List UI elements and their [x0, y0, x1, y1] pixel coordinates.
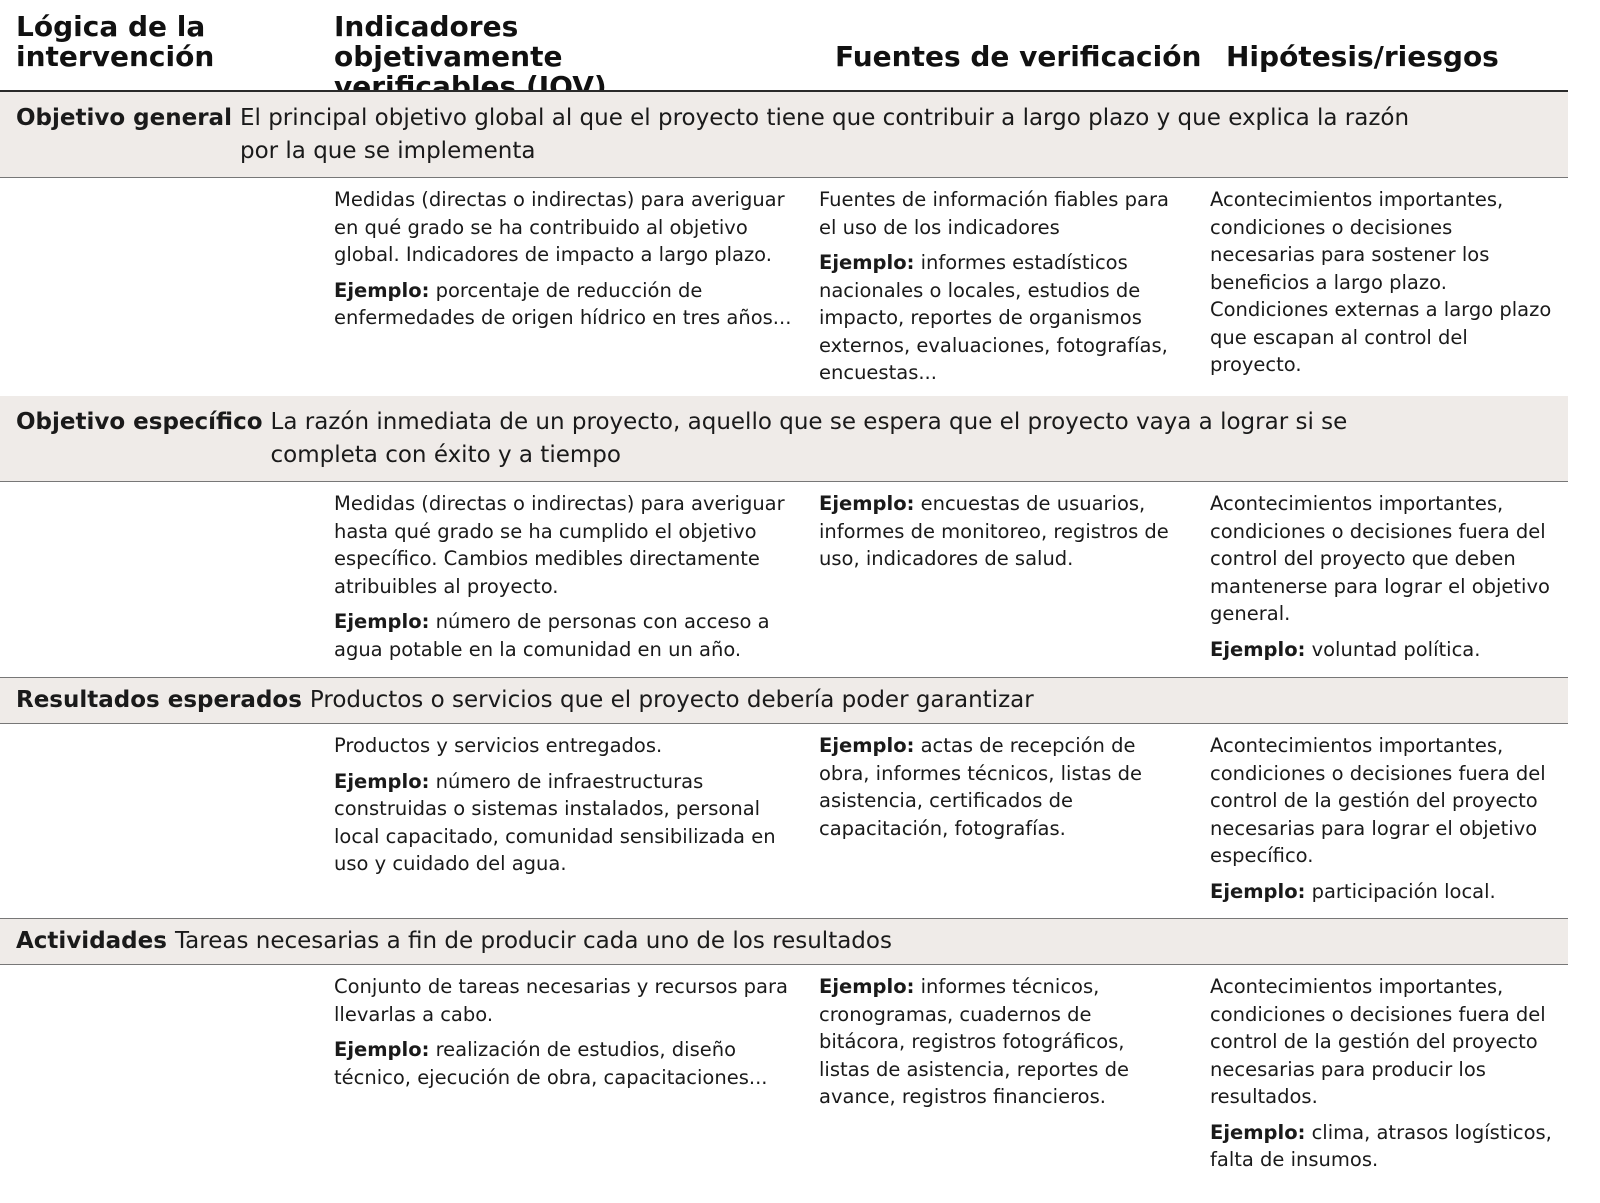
example-label: Ejemplo:	[819, 492, 915, 515]
section-title: Actividades	[16, 928, 167, 954]
section-row: Objetivo general El principal objetivo gl…	[0, 92, 1568, 396]
section-band: Resultados esperados Productos o servicio…	[0, 677, 1568, 724]
description-paragraph: Productos y servicios entregados.	[334, 732, 794, 760]
section-row: Actividades Tareas necesarias a fin de pr…	[0, 918, 1568, 1203]
paragraph-text: Acontecimientos importantes, condiciones…	[1210, 975, 1546, 1108]
iov-cell: Conjunto de tareas necesarias y recursos…	[334, 973, 794, 1099]
paragraph-text: participación local.	[1305, 879, 1496, 903]
sources-cell: Ejemplo: actas de recepción de obra, inf…	[819, 732, 1179, 850]
example-paragraph: Ejemplo: informes técnicos, cronogramas,…	[819, 973, 1179, 1111]
header-iov: Indicadores objetivamente verificables (…	[334, 10, 607, 103]
example-paragraph: Ejemplo: porcentaje de reducción de enfe…	[334, 277, 794, 332]
example-paragraph: Ejemplo: realización de estudios, diseño…	[334, 1036, 794, 1091]
paragraph-text: Productos y servicios entregados.	[334, 734, 663, 757]
iov-cell: Productos y servicios entregados. Ejemplo…	[334, 732, 794, 886]
description-paragraph: Acontecimientos importantes, condiciones…	[1210, 732, 1560, 870]
description-paragraph: Fuentes de información fiables para el u…	[819, 186, 1179, 241]
example-paragraph: Ejemplo: informes estadísticos nacionale…	[819, 249, 1179, 387]
header-rule	[0, 90, 1568, 92]
example-label: Ejemplo:	[334, 1038, 430, 1061]
iov-cell: Medidas (directas o indirectas) para ave…	[334, 186, 794, 340]
example-label: Ejemplo:	[1210, 1120, 1306, 1144]
description-paragraph: Acontecimientos importantes, condiciones…	[1210, 490, 1560, 628]
example-paragraph: Ejemplo: participación local.	[1210, 878, 1560, 906]
paragraph-text: número de infraestructuras construidas o…	[334, 769, 776, 876]
header-sources: Fuentes de verificación	[835, 40, 1202, 73]
paragraph-text: realización de estudios, diseño técnico,…	[334, 1038, 768, 1089]
section-title: Objetivo general	[16, 105, 232, 131]
example-paragraph: Ejemplo: actas de recepción de obra, inf…	[819, 732, 1179, 842]
section-content: Medidas (directas o indirectas) para ave…	[0, 178, 1568, 396]
example-label: Ejemplo:	[334, 769, 430, 793]
section-description: La razón inmediata de un proyecto, aquel…	[270, 409, 1348, 468]
risks-cell: Acontecimientos importantes, condiciones…	[1210, 732, 1560, 913]
example-paragraph: Ejemplo: encuestas de usuarios, informes…	[819, 490, 1179, 573]
example-label: Ejemplo:	[819, 251, 915, 274]
section-title: Objetivo específico	[16, 409, 263, 435]
example-label: Ejemplo:	[1210, 879, 1306, 903]
paragraph-text: clima, atrasos logísticos, falta de insu…	[1210, 1120, 1552, 1172]
section-description: Tareas necesarias a fin de producir cada…	[174, 928, 892, 954]
section-band: Actividades Tareas necesarias a fin de pr…	[0, 918, 1568, 965]
risks-cell: Acontecimientos importantes, condiciones…	[1210, 973, 1560, 1182]
paragraph-text: Medidas (directas o indirectas) para ave…	[334, 492, 785, 598]
description-paragraph: Acontecimientos importantes, condiciones…	[1210, 973, 1560, 1111]
section-description: Productos o servicios que el proyecto de…	[309, 687, 1034, 713]
paragraph-text: informes técnicos, cronogramas, cuaderno…	[819, 975, 1129, 1108]
paragraph-text: actas de recepción de obra, informes téc…	[819, 734, 1142, 840]
paragraph-text: Acontecimientos importantes, condiciones…	[1210, 188, 1552, 376]
header-risks: Hipótesis/riesgos	[1226, 40, 1499, 73]
example-label: Ejemplo:	[819, 734, 915, 757]
description-paragraph: Conjunto de tareas necesarias y recursos…	[334, 973, 794, 1028]
sources-cell: Fuentes de información fiables para el u…	[819, 186, 1179, 395]
section-band: Objetivo general El principal objetivo gl…	[0, 92, 1568, 178]
section-description: El principal objetivo global al que el p…	[239, 105, 1410, 164]
risks-cell: Acontecimientos importantes, condiciones…	[1210, 186, 1560, 387]
section-row: Resultados esperados Productos o servicio…	[0, 677, 1568, 918]
header-logic: Lógica de la intervención	[16, 10, 215, 73]
section-row: Objetivo específico La razón inmediata de…	[0, 396, 1568, 677]
example-label: Ejemplo:	[1210, 637, 1306, 661]
sources-cell: Ejemplo: encuestas de usuarios, informes…	[819, 490, 1179, 581]
paragraph-text: Conjunto de tareas necesarias y recursos…	[334, 975, 788, 1026]
section-band: Objetivo específico La razón inmediata de…	[0, 396, 1568, 482]
paragraph-text: informes estadísticos nacionales o local…	[819, 251, 1168, 384]
paragraph-text: Acontecimientos importantes, condiciones…	[1210, 492, 1550, 625]
description-paragraph: Medidas (directas o indirectas) para ave…	[334, 186, 794, 269]
description-paragraph: Medidas (directas o indirectas) para ave…	[334, 490, 794, 600]
example-paragraph: Ejemplo: número de infraestructuras cons…	[334, 768, 794, 878]
paragraph-text: Acontecimientos importantes, condiciones…	[1210, 734, 1546, 867]
example-paragraph: Ejemplo: número de personas con acceso a…	[334, 608, 794, 663]
section-content: Productos y servicios entregados. Ejemplo…	[0, 724, 1568, 918]
example-paragraph: Ejemplo: clima, atrasos logísticos, falt…	[1210, 1119, 1560, 1174]
paragraph-text: número de personas con acceso a agua pot…	[334, 610, 770, 661]
section-content: Medidas (directas o indirectas) para ave…	[0, 482, 1568, 677]
paragraph-text: encuestas de usuarios, informes de monit…	[819, 492, 1169, 570]
example-paragraph: Ejemplo: voluntad política.	[1210, 636, 1560, 664]
example-label: Ejemplo:	[334, 610, 430, 633]
example-label: Ejemplo:	[819, 975, 915, 998]
example-label: Ejemplo:	[334, 278, 430, 302]
paragraph-text: Fuentes de información fiables para el u…	[819, 188, 1169, 239]
paragraph-text: porcentaje de reducción de enfermedades …	[334, 278, 792, 330]
paragraph-text: voluntad política.	[1305, 637, 1481, 661]
sources-cell: Ejemplo: informes técnicos, cronogramas,…	[819, 973, 1179, 1119]
paragraph-text: Medidas (directas o indirectas) para ave…	[334, 188, 785, 266]
risks-cell: Acontecimientos importantes, condiciones…	[1210, 490, 1560, 671]
section-title: Resultados esperados	[16, 687, 302, 713]
section-content: Conjunto de tareas necesarias y recursos…	[0, 965, 1568, 1203]
description-paragraph: Acontecimientos importantes, condiciones…	[1210, 186, 1560, 379]
iov-cell: Medidas (directas o indirectas) para ave…	[334, 490, 794, 671]
